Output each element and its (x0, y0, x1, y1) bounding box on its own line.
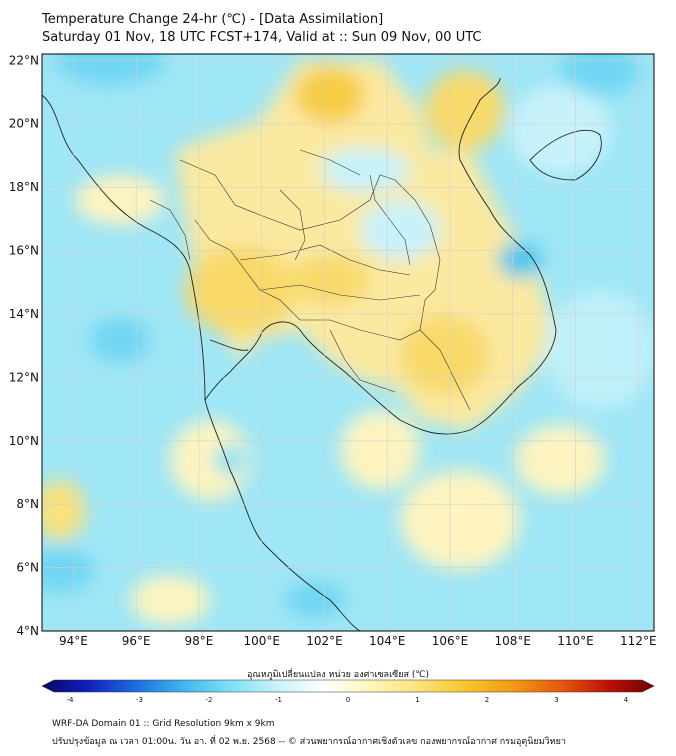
map-frame (41, 53, 655, 632)
lat-tick-label: 4°N (16, 624, 39, 638)
lon-tick-label: 96°E (122, 634, 151, 648)
temperature-field (42, 54, 654, 631)
lon-tick-label: 106°E (432, 634, 469, 648)
colorbar-tick-label: -2 (206, 696, 213, 704)
colorbar-tick-label: -3 (136, 696, 143, 704)
coastlines (42, 77, 602, 631)
lon-tick-label: 110°E (557, 634, 594, 648)
colorbar-bar (41, 679, 655, 693)
colorbar-tick-label: 2 (485, 696, 489, 704)
colorbar-ticks: -4 -3 -2 -1 0 1 2 3 4 (67, 696, 629, 704)
lon-tick-label: 98°E (184, 634, 213, 648)
lat-tick-label: 10°N (9, 434, 39, 448)
colorbar-tick-label: 0 (346, 696, 350, 704)
lat-tick-label: 12°N (9, 370, 39, 384)
colorbar: -4 -3 -2 -1 0 1 2 3 4 (41, 679, 655, 704)
colorbar-tick-label: 3 (554, 696, 558, 704)
footer-domain-info: WRF-DA Domain 01 :: Grid Resolution 9km … (52, 719, 275, 729)
lon-tick-label: 102°E (306, 634, 343, 648)
lat-tick-labels: 22°N 20°N 18°N 16°N 14°N 12°N 10°N 8°N 6°N 4°N (9, 53, 39, 638)
lon-tick-labels: 94°E 96°E 98°E 100°E 102°E 104°E 106°E 108°E 110… (59, 634, 657, 648)
colorbar-tick-label: 1 (415, 696, 419, 704)
lat-tick-label: 20°N (9, 117, 39, 131)
gridlines (42, 54, 654, 632)
lat-tick-label: 6°N (16, 561, 39, 575)
lon-tick-label: 104°E (369, 634, 406, 648)
colorbar-label: อุณหภูมิเปลี่ยนแปลง หน่วย องศาเซลเซียส (… (246, 670, 430, 680)
lat-tick-label: 14°N (9, 307, 39, 321)
colorbar-tick-label: -1 (275, 696, 282, 704)
lat-tick-label: 18°N (9, 180, 39, 194)
colorbar-tick-label: 4 (624, 696, 629, 704)
lat-tick-label: 22°N (9, 53, 39, 67)
admin-borders (149, 149, 471, 411)
lon-tick-label: 112°E (620, 634, 657, 648)
lat-tick-label: 8°N (16, 497, 39, 511)
map-title: Temperature Change 24-hr (℃) - [Data Ass… (42, 12, 384, 27)
colorbar-tick-label: -4 (67, 696, 75, 704)
footer-credits: ปรับปรุงข้อมูล ณ เวลา 01:00น. วัน อา. ที… (52, 737, 566, 747)
lon-tick-label: 108°E (495, 634, 532, 648)
lon-tick-label: 94°E (59, 634, 88, 648)
lon-tick-label: 100°E (243, 634, 280, 648)
map-subtitle: Saturday 01 Nov, 18 UTC FCST+174, Valid … (42, 30, 482, 45)
lat-tick-label: 16°N (9, 244, 39, 258)
